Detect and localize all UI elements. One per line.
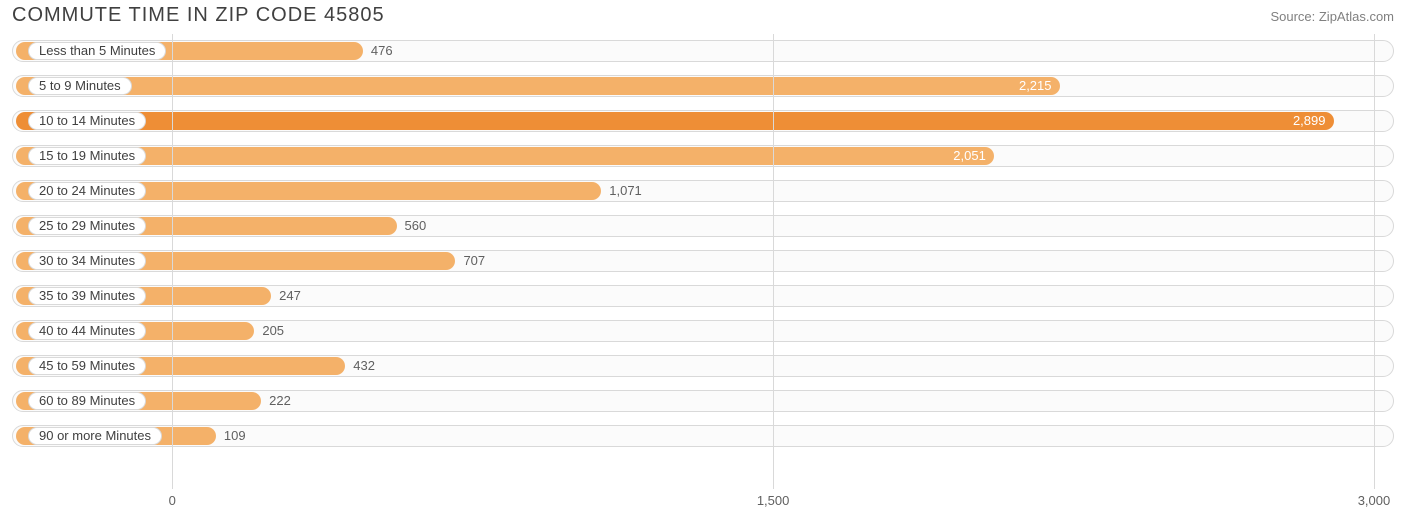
bar-category-label: 45 to 59 Minutes (28, 357, 146, 375)
bar-category-label: 10 to 14 Minutes (28, 112, 146, 130)
bars-group: Less than 5 Minutes 476 5 to 9 Minutes 2,21… (12, 34, 1394, 454)
bar-fill (16, 147, 994, 165)
x-axis-tick-label: 1,500 (757, 493, 790, 508)
gridline (1374, 34, 1375, 489)
bar-value-label: 432 (353, 357, 375, 375)
bar-value-label: 2,215 (1019, 77, 1052, 95)
bar-category-label: 5 to 9 Minutes (28, 77, 132, 95)
bar-row: 10 to 14 Minutes 2,899 (12, 104, 1394, 139)
bar-value-label: 2,899 (1293, 112, 1326, 130)
bar-category-label: 90 or more Minutes (28, 427, 162, 445)
bar-value-label: 109 (224, 427, 246, 445)
chart-source: Source: ZipAtlas.com (1270, 9, 1394, 24)
bar-row: 35 to 39 Minutes 247 (12, 279, 1394, 314)
bar-category-label: 30 to 34 Minutes (28, 252, 146, 270)
x-axis-tick-label: 0 (169, 493, 176, 508)
bar-value-label: 222 (269, 392, 291, 410)
bar-row: 15 to 19 Minutes 2,051 (12, 139, 1394, 174)
gridline (172, 34, 173, 489)
x-axis-tick-label: 3,000 (1358, 493, 1391, 508)
bar-category-label: 40 to 44 Minutes (28, 322, 146, 340)
chart-header: COMMUTE TIME IN ZIP CODE 45805 Source: Z… (12, 0, 1394, 30)
bar-value-label: 1,071 (609, 182, 642, 200)
plot-area: Less than 5 Minutes 476 5 to 9 Minutes 2,21… (12, 34, 1394, 489)
bar-track (12, 425, 1394, 447)
bar-row: 20 to 24 Minutes 1,071 (12, 174, 1394, 209)
bar-value-label: 560 (405, 217, 427, 235)
bar-row: 30 to 34 Minutes 707 (12, 244, 1394, 279)
bar-row: 45 to 59 Minutes 432 (12, 349, 1394, 384)
bar-category-label: 20 to 24 Minutes (28, 182, 146, 200)
bar-row: 25 to 29 Minutes 560 (12, 209, 1394, 244)
x-axis: 0 1,500 3,000 (12, 489, 1394, 517)
bar-value-label: 707 (463, 252, 485, 270)
bar-value-label: 476 (371, 42, 393, 60)
bar-category-label: 35 to 39 Minutes (28, 287, 146, 305)
bar-category-label: Less than 5 Minutes (28, 42, 166, 60)
bar-row: 5 to 9 Minutes 2,215 (12, 69, 1394, 104)
bar-row: 40 to 44 Minutes 205 (12, 314, 1394, 349)
bar-category-label: 15 to 19 Minutes (28, 147, 146, 165)
gridline (773, 34, 774, 489)
bar-row: 60 to 89 Minutes 222 (12, 384, 1394, 419)
commute-time-chart: COMMUTE TIME IN ZIP CODE 45805 Source: Z… (12, 0, 1394, 522)
bar-category-label: 60 to 89 Minutes (28, 392, 146, 410)
chart-title: COMMUTE TIME IN ZIP CODE 45805 (12, 4, 385, 27)
bar-row: 90 or more Minutes 109 (12, 419, 1394, 454)
bar-fill (16, 112, 1334, 130)
bar-row: Less than 5 Minutes 476 (12, 34, 1394, 69)
bar-value-label: 247 (279, 287, 301, 305)
bar-value-label: 2,051 (953, 147, 986, 165)
bar-category-label: 25 to 29 Minutes (28, 217, 146, 235)
bar-value-label: 205 (262, 322, 284, 340)
